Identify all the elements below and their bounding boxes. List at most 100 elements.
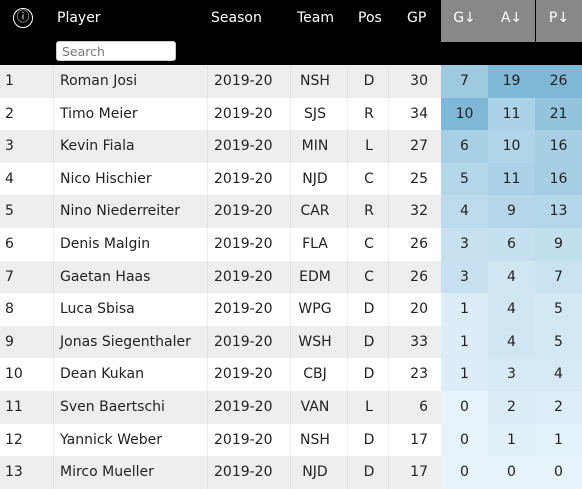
table-row[interactable]: 4 Nico Hischier 2019-20 NJD C 25 5 11 16 xyxy=(0,162,582,196)
goals-cell: 10 xyxy=(441,97,488,131)
goals-cell: 5 xyxy=(441,162,488,196)
rank-cell: 5 xyxy=(5,203,14,220)
table-row[interactable]: 1 Roman Josi 2019-20 NSH D 30 7 19 26 xyxy=(0,65,582,98)
table-row[interactable]: 7 Gaetan Haas 2019-20 EDM C 26 3 4 7 xyxy=(0,260,582,294)
goals-cell: 0 xyxy=(441,390,488,424)
column-divider xyxy=(347,65,348,98)
pos-cell: D xyxy=(363,464,375,481)
column-divider xyxy=(388,423,389,457)
player-cell: Kevin Fiala xyxy=(60,138,135,155)
team-cell: NSH xyxy=(300,73,330,89)
team-cell: VAN xyxy=(300,398,330,415)
goals-cell: 0 xyxy=(441,423,488,457)
team-cell: CAR xyxy=(300,203,330,220)
gp-cell: 33 xyxy=(410,333,428,350)
column-divider xyxy=(347,423,348,457)
season-cell: 2019-20 xyxy=(214,333,273,350)
column-divider xyxy=(290,162,291,196)
table-row[interactable]: 10 Dean Kukan 2019-20 CBJ D 23 1 3 4 xyxy=(0,358,582,391)
pos-cell: R xyxy=(364,105,374,122)
assists-cell: 0 xyxy=(488,456,535,489)
table-row[interactable]: 6 Denis Malgin 2019-20 FLA C 26 3 6 9 xyxy=(0,227,582,261)
assists-cell: 11 xyxy=(488,97,535,131)
goals-cell: 1 xyxy=(441,325,488,359)
table-row[interactable]: 13 Mirco Mueller 2019-20 NJD D 17 0 0 0 xyxy=(0,456,582,489)
season-cell: 2019-20 xyxy=(214,105,273,122)
column-divider xyxy=(347,260,348,294)
gp-cell: 26 xyxy=(410,235,428,252)
player-cell: Yannick Weber xyxy=(60,431,162,448)
gp-cell: 26 xyxy=(410,268,428,285)
player-cell: Nico Hischier xyxy=(60,170,152,187)
column-header-pos[interactable]: Pos xyxy=(358,10,382,26)
points-cell: 4 xyxy=(535,358,582,391)
season-cell: 2019-20 xyxy=(214,464,273,481)
points-cell: 0 xyxy=(535,456,582,489)
column-divider xyxy=(388,227,389,261)
rank-cell: 11 xyxy=(5,398,23,415)
column-divider xyxy=(53,97,54,131)
column-header-gp[interactable]: GP xyxy=(407,10,427,26)
player-cell: Roman Josi xyxy=(60,73,138,89)
column-divider xyxy=(347,390,348,424)
rank-cell: 3 xyxy=(5,138,14,155)
column-header-player[interactable]: Player xyxy=(57,10,101,26)
table-row[interactable]: 12 Yannick Weber 2019-20 NSH D 17 0 1 1 xyxy=(0,423,582,457)
player-cell: Luca Sbisa xyxy=(60,301,135,318)
column-divider xyxy=(207,423,208,457)
table-row[interactable]: 11 Sven Baertschi 2019-20 VAN L 6 0 2 2 xyxy=(0,390,582,424)
season-cell: 2019-20 xyxy=(214,301,273,318)
table-row[interactable]: 9 Jonas Siegenthaler 2019-20 WSH D 33 1 4 5 xyxy=(0,325,582,359)
column-header-team[interactable]: Team xyxy=(297,10,335,26)
gp-cell: 17 xyxy=(410,464,428,481)
column-divider xyxy=(290,130,291,163)
season-cell: 2019-20 xyxy=(214,235,273,252)
rank-cell: 8 xyxy=(5,301,14,318)
pos-cell: C xyxy=(364,268,374,285)
info-icon[interactable]: ⓘ xyxy=(13,8,33,28)
team-cell: CBJ xyxy=(303,366,327,383)
column-divider xyxy=(347,227,348,261)
column-divider xyxy=(53,260,54,294)
team-cell: MIN xyxy=(301,138,329,155)
table-row[interactable]: 2 Timo Meier 2019-20 SJS R 34 10 11 21 xyxy=(0,97,582,131)
assists-cell: 3 xyxy=(488,358,535,391)
goals-cell: 4 xyxy=(441,195,488,228)
points-cell: 5 xyxy=(535,293,582,326)
assists-cell: 2 xyxy=(488,390,535,424)
points-cell: 1 xyxy=(535,423,582,457)
column-divider xyxy=(207,260,208,294)
column-divider xyxy=(290,423,291,457)
table-row[interactable]: 5 Nino Niederreiter 2019-20 CAR R 32 4 9 13 xyxy=(0,195,582,228)
column-divider xyxy=(53,293,54,326)
column-header-season[interactable]: Season xyxy=(211,10,262,26)
gp-cell: 34 xyxy=(410,105,428,122)
season-cell: 2019-20 xyxy=(214,431,273,448)
assists-cell: 1 xyxy=(488,423,535,457)
points-cell: 16 xyxy=(535,162,582,196)
search-input[interactable] xyxy=(56,41,176,61)
rank-cell: 2 xyxy=(5,105,14,122)
column-header-p-sort[interactable]: P↓ xyxy=(536,0,582,42)
season-cell: 2019-20 xyxy=(214,138,273,155)
pos-cell: D xyxy=(363,366,375,383)
table-row[interactable]: 3 Kevin Fiala 2019-20 MIN L 27 6 10 16 xyxy=(0,130,582,163)
column-divider xyxy=(290,65,291,98)
goals-cell: 7 xyxy=(441,65,488,98)
column-divider xyxy=(388,195,389,228)
column-divider xyxy=(207,195,208,228)
table-row[interactable]: 8 Luca Sbisa 2019-20 WPG D 20 1 4 5 xyxy=(0,293,582,326)
column-divider xyxy=(207,162,208,196)
player-cell: Denis Malgin xyxy=(60,235,151,252)
column-divider xyxy=(53,325,54,359)
column-divider xyxy=(388,293,389,326)
goals-cell: 1 xyxy=(441,358,488,391)
assists-cell: 4 xyxy=(488,260,535,294)
column-header-g-sort[interactable]: G↓ xyxy=(441,0,488,42)
column-header-a-sort[interactable]: A↓ xyxy=(488,0,535,42)
gp-cell: 17 xyxy=(410,431,428,448)
pos-cell: D xyxy=(363,73,375,89)
assists-cell: 6 xyxy=(488,227,535,261)
column-divider xyxy=(290,325,291,359)
points-cell: 13 xyxy=(535,195,582,228)
